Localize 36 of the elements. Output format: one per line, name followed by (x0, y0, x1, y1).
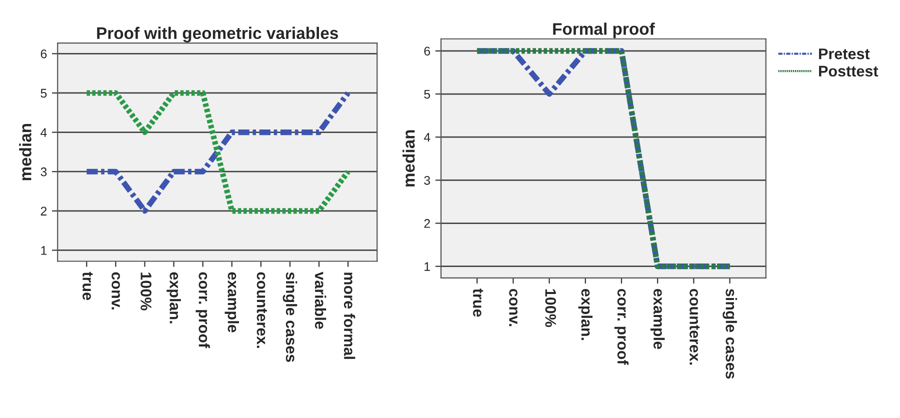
x-tick-label: example (650, 288, 665, 350)
y-tick-label: 2 (40, 206, 47, 216)
x-tick-label: true (473, 288, 484, 317)
x-tick-label: corr. proof (196, 272, 210, 348)
x-tick-label: counterex. (256, 272, 267, 348)
x-tick-label: single cases (722, 288, 737, 379)
x-tick-label: 100% (140, 272, 152, 310)
x-tick-label: true (82, 272, 93, 300)
y-tick-label: 5 (40, 88, 47, 98)
x-tick-label: more formal (344, 272, 356, 359)
legend-label: Posttest (819, 66, 878, 77)
x-tick-label: explan. (166, 272, 181, 324)
chart-title: Formal proof (553, 22, 655, 38)
x-tick-label: example (224, 272, 239, 332)
y-axis-title: median (402, 130, 415, 186)
y-tick-label: 6 (40, 49, 47, 58)
x-tick-label: explan. (578, 288, 593, 340)
x-tick-label: single cases (282, 272, 298, 362)
y-tick-label: 1 (424, 262, 430, 271)
x-tick-label: counterex. (690, 288, 700, 365)
x-tick-label: corr. proof (614, 288, 629, 365)
legend-label: Pretest (819, 48, 870, 60)
x-tick-label: 100% (545, 289, 556, 328)
y-tick-label: 6 (424, 46, 430, 56)
y-tick-label: 4 (424, 133, 430, 142)
y-tick-label: 2 (424, 219, 430, 228)
x-tick-label: variable (314, 272, 326, 329)
y-tick-label: 1 (41, 246, 47, 255)
y-axis-title: median (19, 124, 32, 180)
y-tick-label: 3 (424, 176, 430, 185)
x-tick-label: conv. (112, 272, 120, 310)
chart-title: Proof with geometric variables (97, 26, 338, 42)
y-tick-label: 3 (40, 167, 47, 176)
y-tick-label: 4 (40, 128, 47, 137)
y-tick-label: 5 (424, 90, 430, 99)
x-tick-label: conv. (509, 288, 518, 326)
